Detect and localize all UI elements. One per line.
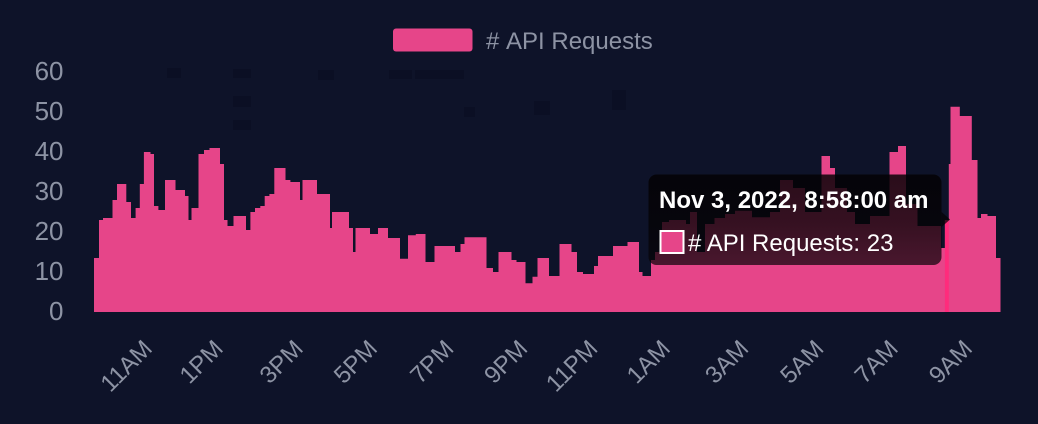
svg-text:7AM: 7AM [850,335,904,389]
svg-text:7PM: 7PM [405,335,459,389]
svg-text:40: 40 [35,136,64,166]
svg-text:60: 60 [35,56,64,86]
svg-text:3PM: 3PM [255,335,309,389]
svg-text:10: 10 [35,256,64,286]
svg-text:5AM: 5AM [775,335,829,389]
svg-text:9AM: 9AM [924,335,978,389]
svg-text:20: 20 [35,216,64,246]
svg-text:1PM: 1PM [175,335,229,389]
svg-text:Nov 3, 2022, 8:58:00 am: Nov 3, 2022, 8:58:00 am [659,187,929,214]
svg-text:3AM: 3AM [700,335,754,389]
svg-text:5PM: 5PM [329,335,383,389]
svg-text:11PM: 11PM [541,335,603,397]
svg-text:11AM: 11AM [96,335,158,397]
svg-text:30: 30 [35,176,64,206]
svg-text:1AM: 1AM [622,335,676,389]
svg-text:# API Requests: 23: # API Requests: 23 [688,230,893,257]
svg-text:0: 0 [49,296,63,326]
svg-text:# API Requests: # API Requests [486,28,653,55]
svg-text:9PM: 9PM [479,335,533,389]
svg-text:50: 50 [35,96,64,126]
